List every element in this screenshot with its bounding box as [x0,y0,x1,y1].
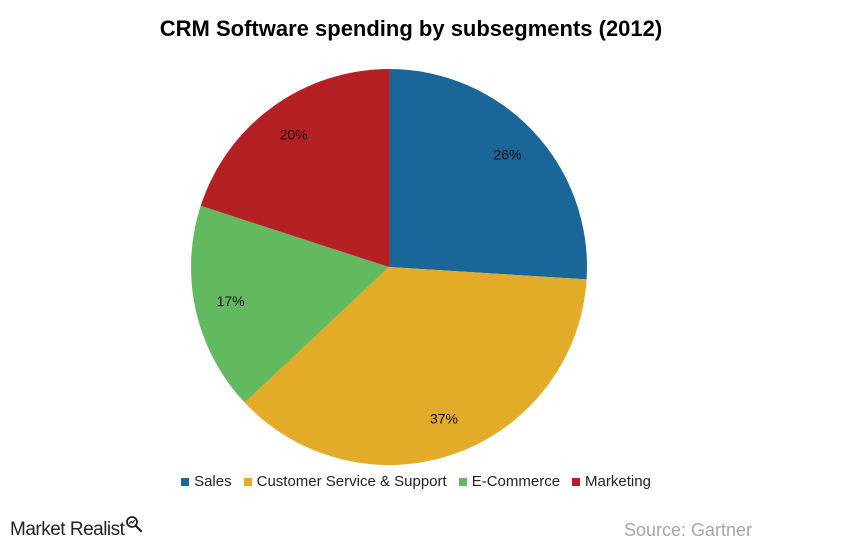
chart-legend: Sales Customer Service & Support E-Comme… [0,473,832,490]
pie-slice-marketing [200,69,389,267]
legend-label-marketing: Marketing [585,473,651,490]
data-label-sales: 26% [493,147,521,163]
pie-slice-sales [389,69,588,280]
pie-data-labels: 26% 37% 17% 20% [217,126,522,426]
data-label-customer-service-and-support: 37% [430,411,458,427]
pie-chart: 26% 37% 17% 20% [190,69,588,466]
legend-swatch-marketing [572,477,581,486]
source-note: Source: Gartner [623,520,752,540]
chart-title: CRM Software spending by subsegments (20… [159,16,663,41]
legend-item-marketing: Marketing [572,473,651,490]
legend-label-customer-service: Customer Service & Support [256,473,447,490]
legend-swatch-e-commerce [458,477,467,486]
legend-swatch-sales [181,477,190,486]
brand-name: Market Realist [10,519,125,540]
legend-label-e-commerce: E-Commerce [471,473,561,490]
legend-item-sales: Sales [181,473,232,490]
legend-item-customer-service: Customer Service & Support [243,473,447,490]
brand-logo: Market Realist [10,516,143,541]
legend-item-e-commerce: E-Commerce [458,473,561,490]
legend-label-sales: Sales [194,473,232,490]
pie-slice-e-commerce [190,205,389,403]
data-label-e-commerce: 17% [217,293,245,309]
magnifier-icon [126,516,143,533]
legend-swatch-customer-service [243,477,252,486]
pie-slice-customer-service-and-support [244,267,587,466]
data-label-marketing: 20% [280,126,308,142]
pie-slices [190,69,588,466]
